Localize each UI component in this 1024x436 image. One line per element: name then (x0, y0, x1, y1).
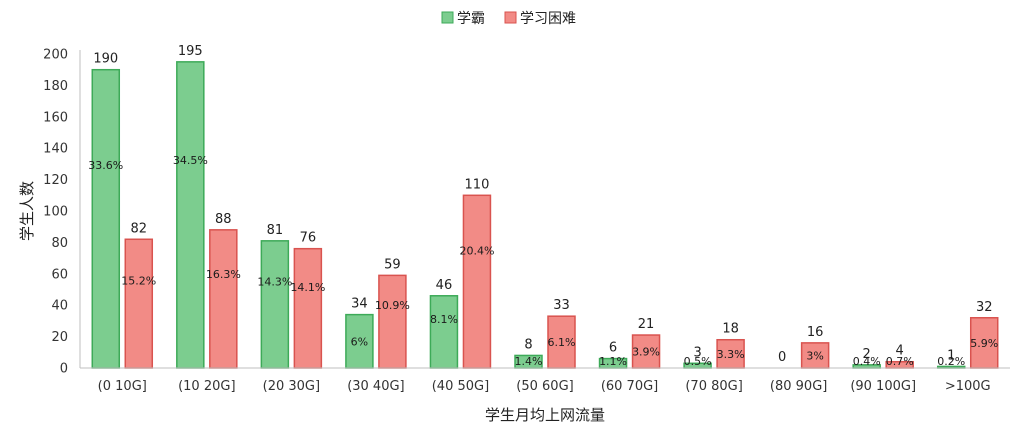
bar-xuexikunnan (631, 334, 661, 369)
percent-label: 0.4% (853, 355, 881, 368)
x-tick-label: (50 60G] (516, 379, 573, 394)
data-label: 6 (609, 341, 617, 356)
percent-label: 3.9% (632, 346, 660, 359)
x-tick-label: (40 50G] (432, 379, 489, 394)
bar-group: 30.5% 18 3.3% (683, 322, 745, 369)
data-label: 1 (947, 348, 955, 363)
percent-label: 16.3% (206, 268, 241, 281)
x-axis: (0 10G] (10 20G] (20 30G] (30 40G] (40 50G] (… (80, 367, 1010, 394)
data-label: 16 (807, 325, 824, 340)
legend-label: 学霸 (457, 11, 485, 27)
bar-xueba (91, 68, 121, 369)
data-label: 81 (267, 223, 284, 238)
bar-xueba (429, 295, 459, 369)
data-label: 8 (524, 337, 532, 352)
legend-swatch (441, 11, 454, 24)
percent-label: 20.4% (459, 245, 494, 258)
bar-group: 190 33.6% 82 15.2% (88, 52, 156, 369)
data-label: 46 (436, 278, 453, 293)
bar-xuexikunnan (969, 317, 999, 369)
percent-label: 5.9% (970, 337, 998, 350)
percent-label: 6% (351, 335, 368, 348)
data-label: 76 (300, 231, 317, 246)
bar-xuexikunnan (124, 238, 154, 369)
y-tick-label: 180 (43, 79, 68, 94)
percent-label: 0.7% (886, 355, 914, 368)
data-label: 2 (863, 347, 871, 362)
data-label: 88 (215, 212, 232, 227)
bar-group: 0 16 3% (778, 325, 830, 369)
bar-group: 8 1.4% 33 6.1% (514, 298, 576, 369)
bar-group: 61.1% 21 3.9% (598, 317, 661, 369)
bar-xuexikunnan (462, 194, 492, 369)
data-label: 3 (693, 345, 701, 360)
legend-label: 学习困难 (520, 11, 576, 27)
bar-xueba (260, 240, 290, 369)
y-tick-label: 20 (51, 330, 68, 345)
x-tick-label: (0 10G] (98, 379, 147, 394)
x-tick-label: (60 70G] (601, 379, 658, 394)
percent-label: 6.1% (548, 336, 576, 349)
x-axis-title: 学生月均上网流量 (485, 406, 605, 424)
y-tick-label: 100 (43, 205, 68, 220)
bar-group: 34 6% 59 10.9% (345, 257, 410, 369)
data-label: 82 (130, 221, 147, 236)
y-tick-label: 140 (43, 142, 68, 157)
percent-label: 3% (806, 349, 823, 362)
x-tick-label: (70 80G] (685, 379, 742, 394)
x-tick-label: (30 40G] (347, 379, 404, 394)
bar-xuexikunnan (209, 229, 238, 369)
x-tick-label: (90 100G] (850, 379, 916, 394)
data-label: 4 (896, 344, 904, 359)
percent-label: 14.1% (290, 281, 325, 294)
data-label: 190 (93, 52, 118, 67)
percent-label: 15.2% (121, 274, 156, 287)
percent-label: 14.3% (257, 276, 292, 289)
percent-label: 8.1% (430, 313, 458, 326)
legend: 学霸 学习困难 (441, 11, 576, 27)
y-axis: 0 20 40 60 80 100 120 140 160 180 200 (43, 48, 81, 377)
percent-label: 1.1% (599, 355, 627, 368)
data-label: 32 (976, 300, 993, 315)
percent-label: 10.9% (375, 299, 410, 312)
bars: 19033.6%8215.2%19534.5%8816.3%8114.3%761… (88, 44, 999, 369)
bar-xuexikunnan (800, 342, 830, 369)
percent-label: 34.5% (173, 154, 208, 167)
y-tick-label: 40 (51, 299, 68, 314)
y-axis-title: 学生人数 (18, 181, 36, 241)
data-label: 34 (351, 297, 368, 312)
y-tick-label: 160 (43, 110, 68, 125)
bar-group: 46 8.1% 110 20.4% (429, 177, 494, 369)
y-tick-label: 200 (43, 48, 68, 63)
y-tick-label: 0 (60, 362, 68, 377)
x-tick-label: >100G (945, 379, 991, 394)
bar-xuexikunnan (378, 274, 407, 369)
bar-group: 10.2% 32 5.9% (936, 300, 999, 369)
data-label: 18 (722, 322, 739, 337)
y-tick-label: 120 (43, 173, 68, 188)
x-tick-label: (80 90G] (770, 379, 827, 394)
y-tick-label: 60 (51, 267, 68, 282)
y-tick-label: 80 (51, 236, 68, 251)
bar-xuexikunnan (293, 247, 323, 369)
bar-group: 195 34.5% 88 16.3% (173, 44, 241, 369)
x-tick-label: (10 20G] (178, 379, 235, 394)
data-label: 195 (178, 44, 203, 59)
percent-label: 33.6% (88, 159, 123, 172)
data-label: 59 (384, 257, 401, 272)
percent-label: 1.4% (515, 355, 543, 368)
data-label: 21 (638, 317, 655, 332)
bar-xueba (176, 61, 205, 369)
data-label: 0 (778, 350, 786, 365)
data-label: 110 (465, 177, 490, 192)
percent-label: 0.2% (937, 355, 965, 368)
percent-label: 0.5% (684, 355, 712, 368)
percent-label: 3.3% (717, 348, 745, 361)
bar-group: 81 14.3% 76 14.1% (257, 223, 325, 369)
bar-group: 20.4% 40.7% (852, 344, 914, 369)
x-tick-label: (20 30G] (263, 379, 320, 394)
legend-swatch (504, 11, 517, 24)
data-label: 33 (553, 298, 570, 313)
